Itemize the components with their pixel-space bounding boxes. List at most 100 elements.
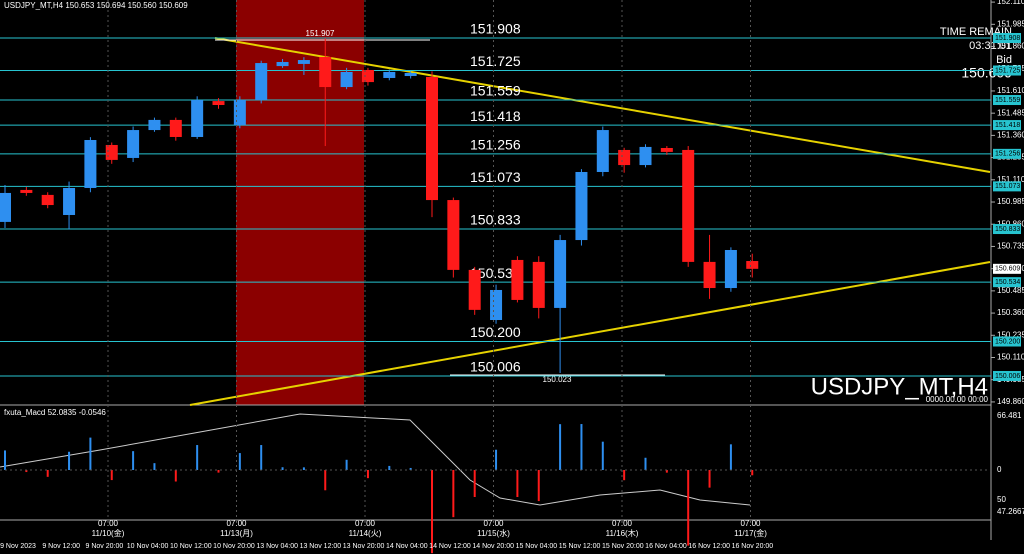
price-tag [993,120,1021,131]
day-time: 07:00 [355,519,376,528]
candle-body [426,76,438,201]
bid-tag-label: 150.609 [995,266,1020,273]
candle-body [41,194,54,206]
candle-body [746,261,759,269]
price-tag-label: 151.908 [995,35,1020,42]
macd-axis-label: 47.2667 [997,507,1024,516]
time-label: 9 Nov 20:00 [86,543,124,550]
candle-body [511,259,524,300]
time-label: 14 Nov 12:00 [429,543,471,550]
candle-body [0,192,11,222]
day-date: 11/14(火) [349,529,382,538]
level-label: 151.559 [470,83,521,99]
candle-body [532,261,545,308]
candle-body [340,71,353,88]
day-date: 11/13(月) [220,529,253,538]
candle-body [319,57,332,88]
price-label: 151.985 [997,19,1024,28]
price-tag-label: 150.534 [995,279,1020,286]
price-tag [993,277,1021,288]
day-time: 07:00 [612,519,633,528]
candle-body [169,119,182,137]
price-tag-label: 150.833 [995,226,1020,233]
price-tag [993,224,1021,235]
trend-line [189,261,991,406]
time-label: 15 Nov 12:00 [559,543,601,550]
candle-body [212,101,225,105]
candle-body [575,171,588,241]
time-label: 16 Nov 12:00 [688,543,730,550]
candle-body [618,149,631,166]
candle-body [490,289,503,321]
level-label: 151.256 [470,137,521,153]
price-tag-label: 151.073 [995,183,1020,190]
price-tag [993,370,1021,381]
price-tag-label: 151.559 [995,97,1020,104]
macd-pane [0,413,754,554]
time-label: 15 Nov 04:00 [516,543,558,550]
level-label: 151.073 [470,169,521,185]
time-label: 10 Nov 20:00 [213,543,255,550]
candle-body [361,69,374,83]
candle-body [105,144,118,160]
symbol-info: USDJPY_MT,H4 150.653 150.694 150.560 150… [4,1,188,10]
price-label: 150.860 [997,219,1024,228]
candle-body [596,130,609,172]
price-label: 151.610 [997,86,1024,95]
empty-time: 0000.00.00 00:00 [926,395,989,404]
candle-body [468,269,481,310]
time-label: 13 Nov 12:00 [300,543,342,550]
price-tag-label: 150.200 [995,338,1020,345]
candle-body [276,61,289,67]
macd-axis-label: 66.481 [997,411,1022,420]
watermark: USDJPY_MT,H4 [811,373,988,400]
price-tag [993,148,1021,159]
marker-label: 151.907 [306,29,335,38]
level-label: 150.534 [470,265,521,281]
time-label: 10 Nov 12:00 [170,543,212,550]
day-date: 11/17(金) [734,528,767,538]
candle-body [404,73,417,77]
day-time: 07:00 [483,519,504,528]
time-label: 16 Nov 20:00 [732,543,774,550]
day-time: 07:00 [226,519,247,528]
price-label: 150.360 [997,308,1024,317]
day-date: 11/15(水) [477,528,510,538]
price-tag-label: 151.256 [995,151,1020,158]
level-label: 150.833 [470,212,521,228]
day-date: 11/16(木) [606,528,639,538]
macd-axis-label: 50 [997,495,1006,504]
bid-tag [993,263,1021,274]
price-label: 151.110 [997,175,1024,184]
macd-axis-label: 0 [997,465,1002,474]
price-label: 150.735 [997,242,1024,251]
candle-body [148,119,161,131]
price-label: 149.860 [997,397,1024,406]
candle-body [127,130,140,158]
time-label: 16 Nov 04:00 [645,543,687,550]
time-label: 9 Nov 12:00 [42,543,80,550]
candle-body [63,187,76,215]
level-label: 150.006 [470,359,521,375]
day-time: 07:00 [740,519,761,528]
price-label: 150.985 [997,197,1024,206]
time-label: 14 Nov 04:00 [386,543,428,550]
price-tag [993,181,1021,192]
macd-signal [0,413,751,506]
price-tag [993,95,1021,106]
candle-body [554,240,567,308]
day-time: 07:00 [98,519,119,528]
price-label: 152.110 [997,0,1024,6]
price-tag-label: 151.725 [995,67,1020,74]
price-label: 150.485 [997,286,1024,295]
trend-line [214,37,991,173]
price-tag [993,65,1021,76]
time-label: 14 Nov 20:00 [472,543,514,550]
candle-body [383,71,396,78]
candle-body [297,60,310,64]
time-label: 10 Nov 04:00 [127,543,169,550]
time-label: 9 Nov 2023 [0,543,36,550]
candle-body [447,200,460,270]
candle-body [233,100,246,126]
